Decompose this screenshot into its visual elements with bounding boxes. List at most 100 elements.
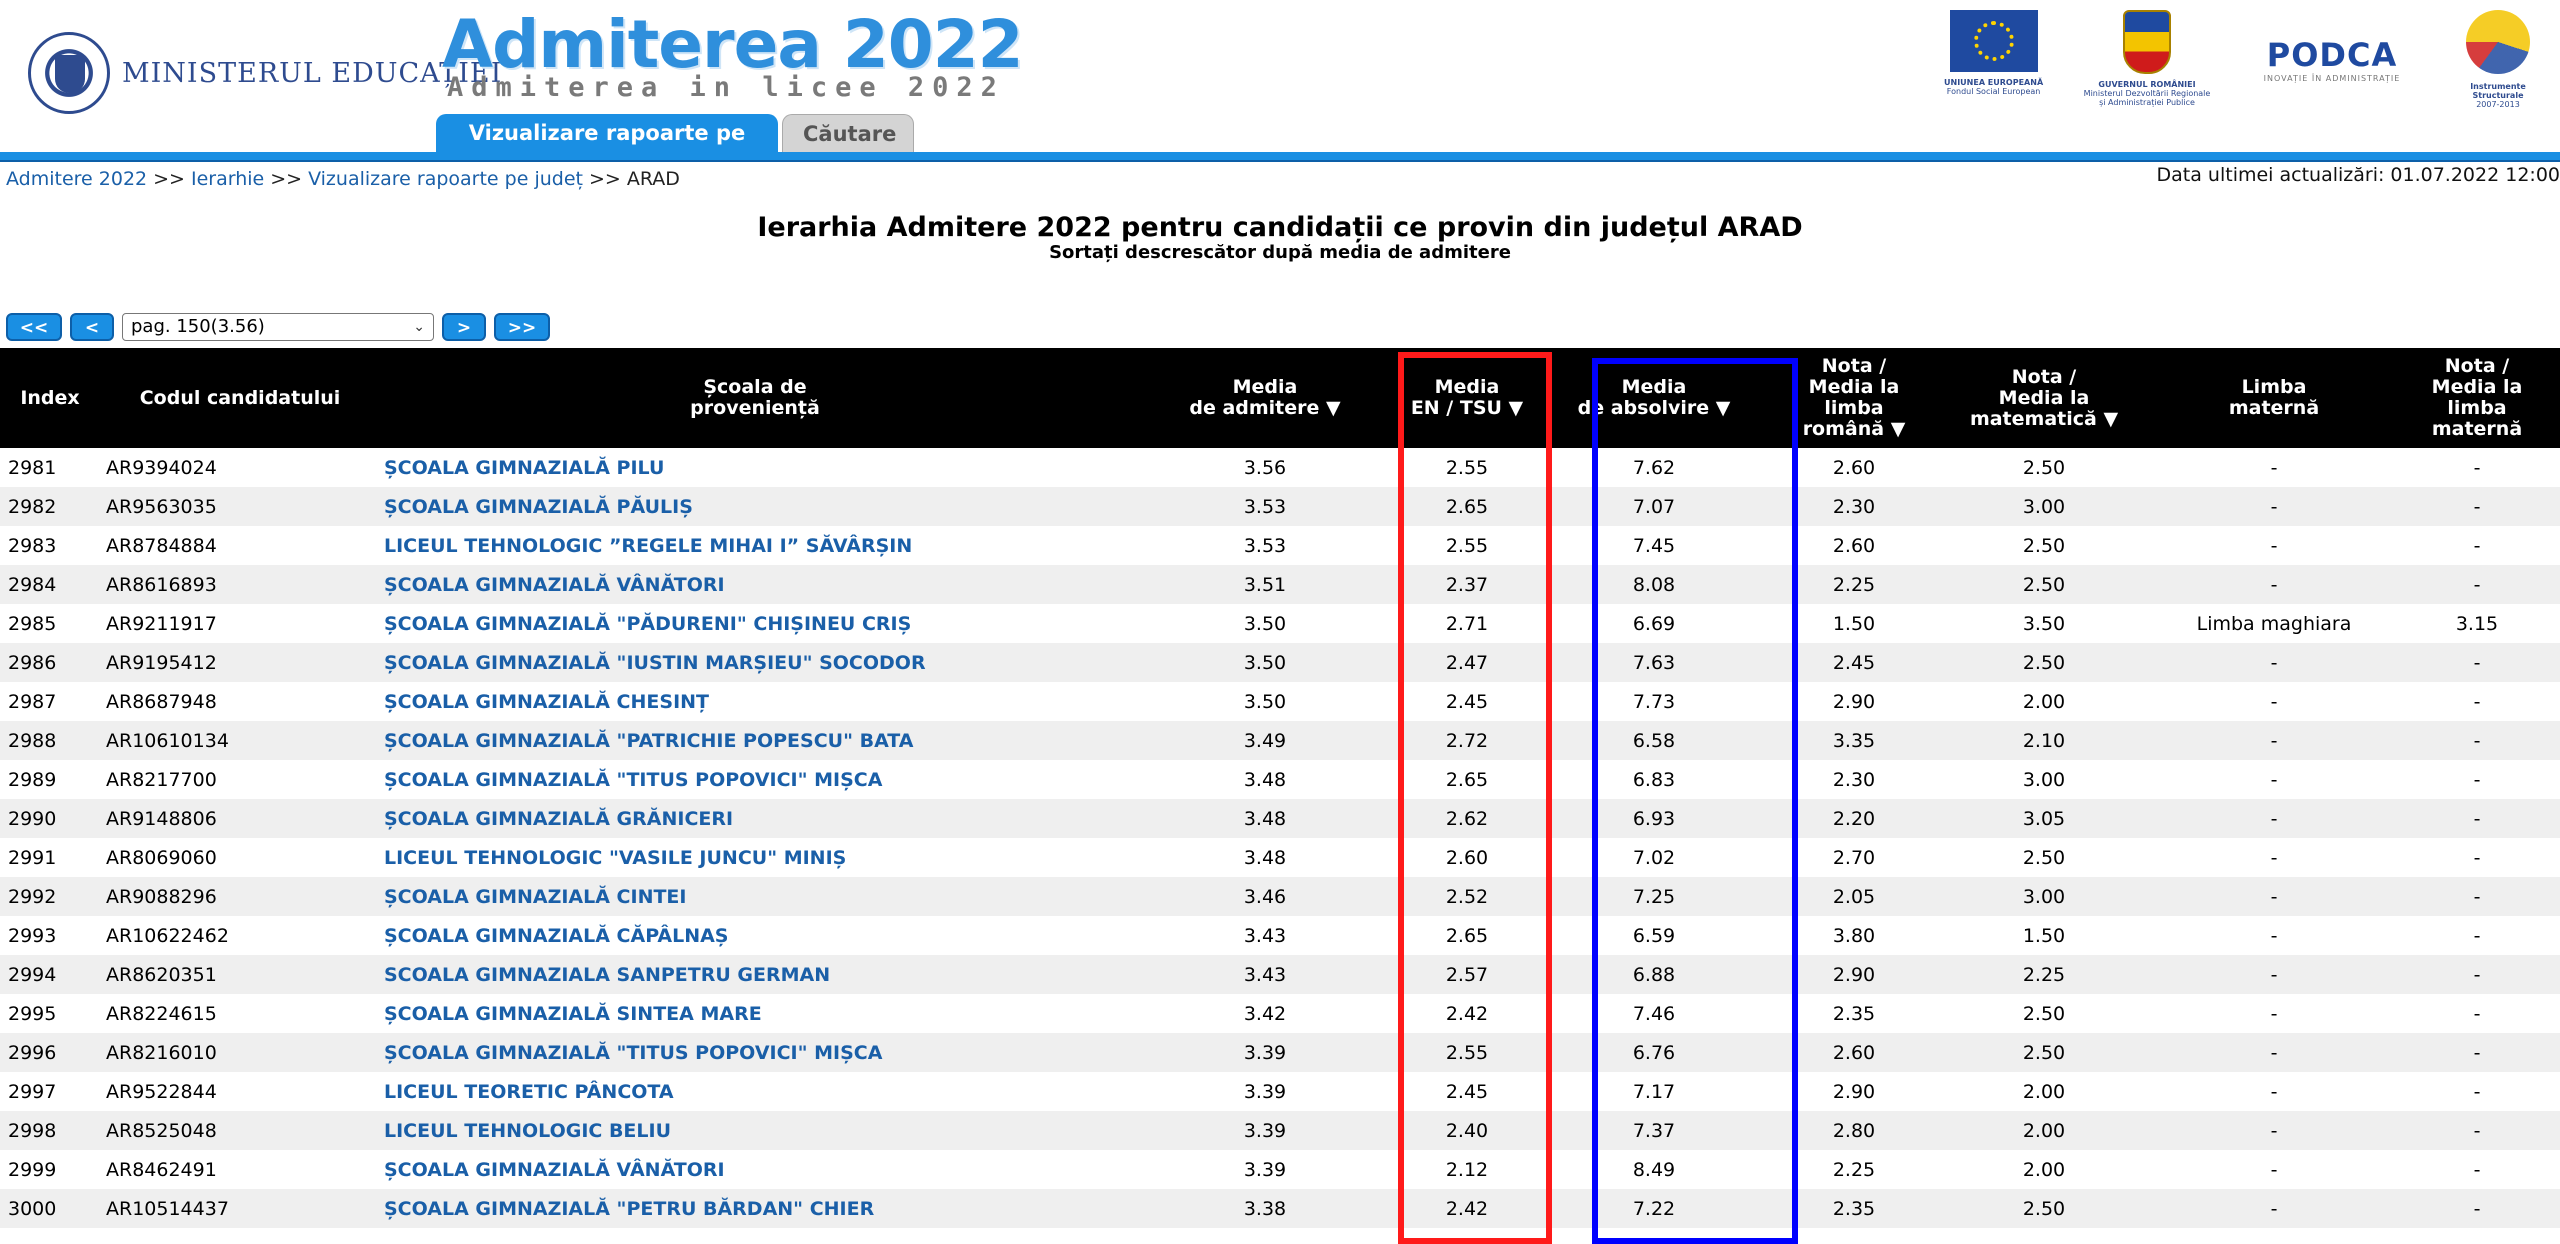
page-select-value: pag. 150(3.56) <box>131 316 265 337</box>
nota-materna-cell: - <box>2473 1119 2481 1142</box>
table-row: 2997 AR9522844 LICEUL TEORETIC PÂNCOTA 3.39… <box>0 1072 2560 1111</box>
code-cell: AR8224615 <box>106 1002 217 1025</box>
first-page-button[interactable]: << <box>6 313 62 341</box>
table-row: 2988 AR10610134 ȘCOALA GIMNAZIALĂ "PATRICH… <box>0 721 2560 760</box>
nota-matematica-cell: 3.00 <box>2022 495 2066 518</box>
breadcrumb-admitere[interactable]: Admitere 2022 <box>6 168 148 190</box>
nota-matematica-cell: 3.00 <box>2022 768 2066 791</box>
code-cell: AR10622462 <box>106 924 229 947</box>
school-link[interactable]: ȘCOALA GIMNAZIALĂ GRĂNICERI <box>384 807 734 830</box>
breadcrumb-vizualizare[interactable]: Vizualizare rapoarte pe județ <box>308 168 583 190</box>
column-header-media-admitere[interactable]: Media de admitere ▼ <box>1130 348 1400 448</box>
limba-materna-cell: - <box>2270 963 2278 986</box>
nota-matematica-cell: 2.50 <box>2022 651 2066 674</box>
page-select[interactable]: pag. 150(3.56) ⌄ <box>122 313 434 341</box>
site-title[interactable]: Admiterea 2022 <box>442 6 1024 83</box>
school-link[interactable]: ȘCOALA GIMNAZIALĂ "TITUS POPOVICI" MIȘCA <box>384 1041 883 1064</box>
tab-vizualizare-rapoarte[interactable]: Vizualizare rapoarte pe județ <box>436 114 778 183</box>
school-link[interactable]: ȘCOALA GIMNAZIALĂ "PETRU BĂRDAN" CHIER <box>384 1197 875 1220</box>
ranking-table: Index Codul candidatului Școala de provenie… <box>0 348 2560 1228</box>
podca-logo: PODCA INOVAȚIE ÎN ADMINISTRAȚIE <box>2252 10 2412 83</box>
index-cell: 2983 <box>8 534 57 557</box>
nota-matematica-cell: 2.25 <box>2022 963 2066 986</box>
index-cell: 2996 <box>8 1041 57 1064</box>
nota-romana-cell: 2.70 <box>1832 846 1876 869</box>
media-admitere-cell: 3.48 <box>1243 768 1287 791</box>
nota-materna-cell: - <box>2473 1197 2481 1220</box>
column-header-text: maternă <box>2431 418 2523 440</box>
school-link[interactable]: ȘCOALA GIMNAZIALĂ VÂNĂTORI <box>384 573 725 596</box>
school-link[interactable]: LICEUL TEHNOLOGIC "VASILE JUNCU" MINIȘ <box>384 846 847 869</box>
nota-materna-cell: - <box>2473 1158 2481 1181</box>
nota-matematica-cell: 2.50 <box>2022 456 2066 479</box>
index-cell: 2982 <box>8 495 57 518</box>
pagination: << < pag. 150(3.56) ⌄ > >> <box>6 313 558 341</box>
page-subtitle: Sortați descrescător după media de admit… <box>1049 242 1511 263</box>
school-link[interactable]: ȘCOALA GIMNAZIALĂ "PĂDURENI" CHIȘINEU CR… <box>384 612 912 635</box>
column-header-nota-limba-materna: Nota / Media la limba maternă <box>2394 348 2560 448</box>
school-link[interactable]: ȘCOALA GIMNAZIALĂ "TITUS POPOVICI" MIȘCA <box>384 768 883 791</box>
school-link[interactable]: LICEUL TEHNOLOGIC BELIU <box>384 1119 672 1142</box>
school-link[interactable]: ȘCOALA GIMNAZIALĂ "IUSTIN MARȘIEU" SOCOD… <box>384 651 926 674</box>
index-cell: 2990 <box>8 807 57 830</box>
column-header-text: limba <box>2447 397 2507 419</box>
media-en-cell: 2.72 <box>1445 729 1489 752</box>
nota-romana-cell: 2.80 <box>1832 1119 1876 1142</box>
index-cell: 2999 <box>8 1158 57 1181</box>
nota-materna-cell: - <box>2473 963 2481 986</box>
school-link[interactable]: SCOALA GIMNAZIALA SANPETRU GERMAN <box>384 963 831 986</box>
media-admitere-cell: 3.50 <box>1243 651 1287 674</box>
column-header-text: Nota / <box>1821 355 1887 377</box>
table-row: 2992 AR9088296 ȘCOALA GIMNAZIALĂ CINTEI 3.4… <box>0 877 2560 916</box>
table-row: 2993 AR10622462 ȘCOALA GIMNAZIALĂ CĂPÂLNAȘ… <box>0 916 2560 955</box>
school-link[interactable]: ȘCOALA GIMNAZIALĂ VÂNĂTORI <box>384 1158 725 1181</box>
column-header-text: de admitere ▼ <box>1189 397 1341 419</box>
last-page-button[interactable]: >> <box>494 313 550 341</box>
table-row: 2986 AR9195412 ȘCOALA GIMNAZIALĂ "IUSTIN M… <box>0 643 2560 682</box>
nota-romana-cell: 2.90 <box>1832 963 1876 986</box>
main-tabs: Vizualizare rapoarte pe județ Căutare <box>436 114 918 183</box>
page-title: Ierarhia Admitere 2022 pentru candidații… <box>757 212 1803 243</box>
column-header-nota-matematica[interactable]: Nota / Media la matematică ▼ <box>1934 348 2154 448</box>
nota-romana-cell: 2.60 <box>1832 534 1876 557</box>
school-link[interactable]: ȘCOALA GIMNAZIALĂ "PATRICHIE POPESCU" BA… <box>384 729 914 752</box>
school-link[interactable]: ȘCOALA GIMNAZIALĂ PĂULIȘ <box>384 495 693 518</box>
media-en-cell: 2.12 <box>1445 1158 1489 1181</box>
table-row: 2987 AR8687948 ȘCOALA GIMNAZIALĂ CHESINȚ 3.… <box>0 682 2560 721</box>
nota-matematica-cell: 3.05 <box>2022 807 2066 830</box>
next-page-button[interactable]: > <box>442 313 486 341</box>
media-absolvire-cell: 7.07 <box>1632 495 1676 518</box>
ministry-logo[interactable]: MINISTERUL EDUCAȚIEI <box>28 32 502 114</box>
school-link[interactable]: ȘCOALA GIMNAZIALĂ PILU <box>384 456 665 479</box>
nota-romana-cell: 3.80 <box>1832 924 1876 947</box>
column-header-media-absolvire[interactable]: Media de absolvire ▼ <box>1534 348 1774 448</box>
school-link[interactable]: ȘCOALA GIMNAZIALĂ CĂPÂLNAȘ <box>384 924 729 947</box>
media-en-cell: 2.65 <box>1445 768 1489 791</box>
tab-cautare[interactable]: Căutare <box>782 114 914 152</box>
nota-romana-cell: 1.50 <box>1832 612 1876 635</box>
breadcrumb-separator: >> <box>153 168 185 190</box>
media-admitere-cell: 3.42 <box>1243 1002 1287 1025</box>
nota-materna-cell: - <box>2473 1002 2481 1025</box>
column-header-media-en-tsu[interactable]: Media EN / TSU ▼ <box>1400 348 1534 448</box>
nota-romana-cell: 2.20 <box>1832 807 1876 830</box>
media-en-cell: 2.57 <box>1445 963 1489 986</box>
school-link[interactable]: ȘCOALA GIMNAZIALĂ SINTEA MARE <box>384 1002 762 1025</box>
limba-materna-cell: - <box>2270 690 2278 713</box>
nota-materna-cell: 3.15 <box>2455 612 2499 635</box>
school-link[interactable]: LICEUL TEHNOLOGIC ”REGELE MIHAI I” SĂVÂR… <box>384 534 913 557</box>
limba-materna-cell: - <box>2270 1041 2278 1064</box>
media-absolvire-cell: 7.22 <box>1632 1197 1676 1220</box>
table-row: 2983 AR8784884 LICEUL TEHNOLOGIC ”REGELE M… <box>0 526 2560 565</box>
structural-instruments-logo: Instrumente Structurale 2007-2013 <box>2448 10 2548 109</box>
school-link[interactable]: ȘCOALA GIMNAZIALĂ CINTEI <box>384 885 687 908</box>
school-link[interactable]: ȘCOALA GIMNAZIALĂ CHESINȚ <box>384 690 709 713</box>
column-header-text: Școala de <box>703 376 807 398</box>
previous-page-button[interactable]: < <box>70 313 114 341</box>
school-link[interactable]: LICEUL TEORETIC PÂNCOTA <box>384 1080 674 1103</box>
column-header-index: Index <box>0 348 100 448</box>
government-seal-icon <box>28 32 110 114</box>
column-header-nota-romana[interactable]: Nota / Media la limba română ▼ <box>1774 348 1934 448</box>
breadcrumb-ierarhie[interactable]: Ierarhie <box>190 168 265 190</box>
limba-materna-cell: - <box>2270 729 2278 752</box>
